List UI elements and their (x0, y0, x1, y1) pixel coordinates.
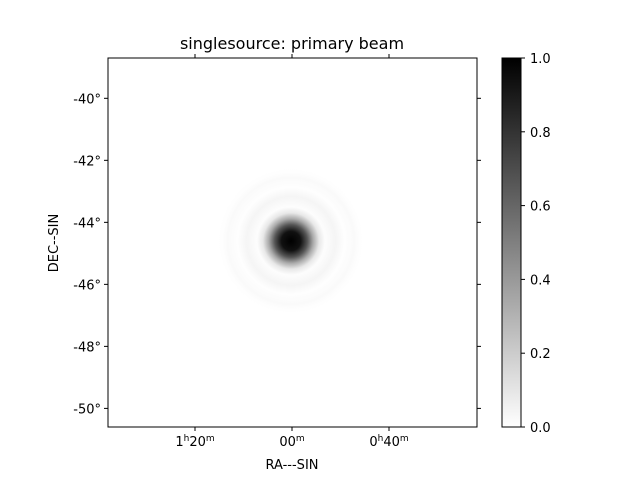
chart-title: singlesource: primary beam (180, 34, 404, 53)
primary-beam-image (217, 167, 365, 315)
colorbar-frame (501, 57, 522, 428)
y-tick-label: -46° (73, 278, 101, 293)
colorbar-tick-label: 0.0 (530, 421, 551, 436)
colorbar-tick-label: 0.6 (530, 200, 551, 215)
y-tick-label: -48° (73, 340, 101, 355)
y-axis-ticks: -40° -42° -44° -46° -48° -50° (73, 92, 481, 417)
colorbar: 0.0 0.2 0.4 0.6 0.8 1.0 (501, 52, 551, 436)
colorbar-gradient (502, 58, 521, 427)
x-tick-label: 1h20m (175, 434, 214, 450)
y-tick-label: -44° (73, 216, 101, 231)
colorbar-ticks: 0.0 0.2 0.4 0.6 0.8 1.0 (521, 52, 551, 436)
x-tick-label: 00m (279, 434, 304, 450)
colorbar-tick-label: 0.4 (530, 273, 551, 288)
x-axis-label: RA---SIN (266, 458, 319, 473)
x-axis-ticks: 1h20m 00m 0h40m (175, 54, 409, 450)
colorbar-tick-label: 1.0 (530, 52, 551, 67)
y-tick-label: -40° (73, 92, 101, 107)
colorbar-tick-label: 0.2 (530, 347, 551, 362)
y-tick-label: -42° (73, 154, 101, 169)
plot-area (107, 57, 478, 428)
y-axis-label: DEC--SIN (47, 214, 62, 273)
colorbar-tick-label: 0.8 (530, 126, 551, 141)
x-tick-label: 0h40m (369, 434, 408, 450)
y-tick-label: -50° (73, 402, 101, 417)
